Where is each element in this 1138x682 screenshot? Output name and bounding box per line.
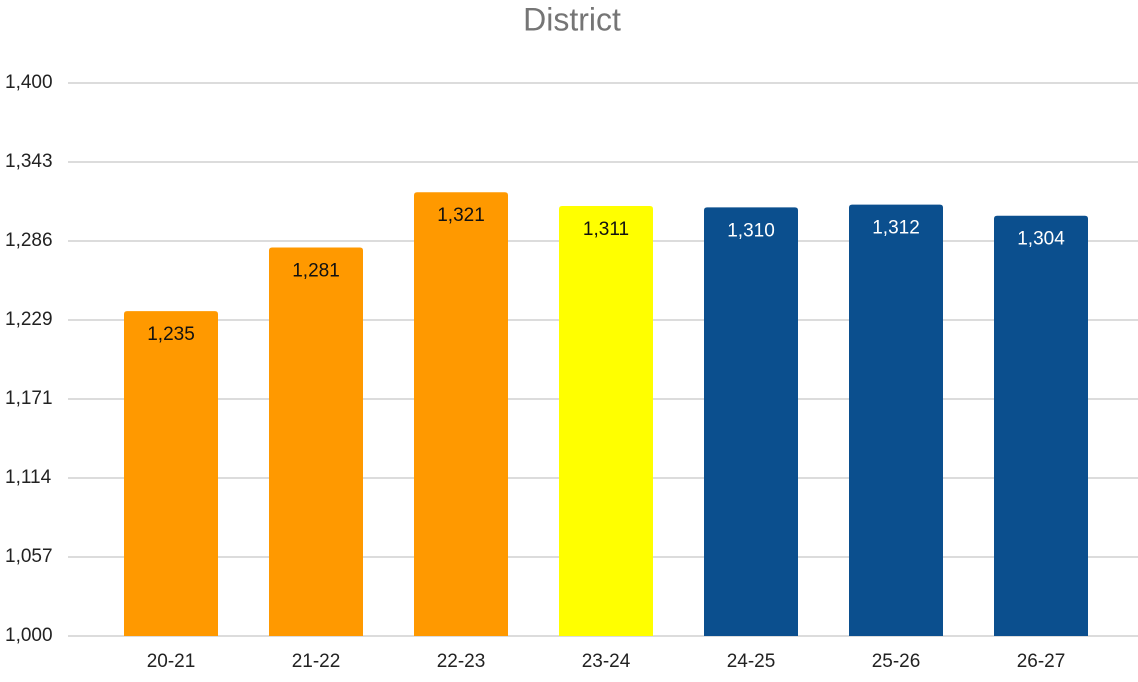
chart-title: District (523, 1, 621, 37)
data-label: 1,310 (727, 220, 775, 241)
x-tick-label: 22-23 (437, 651, 486, 672)
bar (559, 206, 653, 637)
bar (124, 311, 218, 636)
bar (269, 247, 363, 636)
x-tick-label: 20-21 (147, 651, 196, 672)
x-tick-label: 25-26 (872, 651, 921, 672)
bar (704, 207, 798, 637)
y-tick-label: 1,343 (5, 151, 53, 172)
bar (414, 192, 508, 636)
data-label: 1,321 (437, 205, 485, 226)
y-tick-label: 1,057 (5, 546, 53, 567)
y-tick-label: 1,400 (5, 72, 53, 93)
data-label: 1,312 (872, 218, 920, 239)
data-label: 1,311 (583, 219, 629, 240)
x-tick-label: 26-27 (1017, 651, 1066, 672)
y-tick-label: 1,171 (5, 388, 53, 409)
data-label: 1,304 (1017, 229, 1065, 250)
bar (849, 204, 943, 636)
y-tick-label: 1,229 (5, 309, 53, 330)
data-label: 1,281 (292, 261, 340, 282)
data-label: 1,235 (147, 324, 195, 345)
x-tick-label: 23-24 (582, 651, 631, 672)
y-tick-label: 1,000 (5, 625, 53, 646)
x-tick-label: 24-25 (727, 651, 776, 672)
x-tick-label: 21-22 (292, 651, 341, 672)
y-tick-label: 1,286 (5, 230, 53, 251)
y-tick-label: 1,114 (5, 467, 52, 488)
bar (994, 215, 1088, 636)
